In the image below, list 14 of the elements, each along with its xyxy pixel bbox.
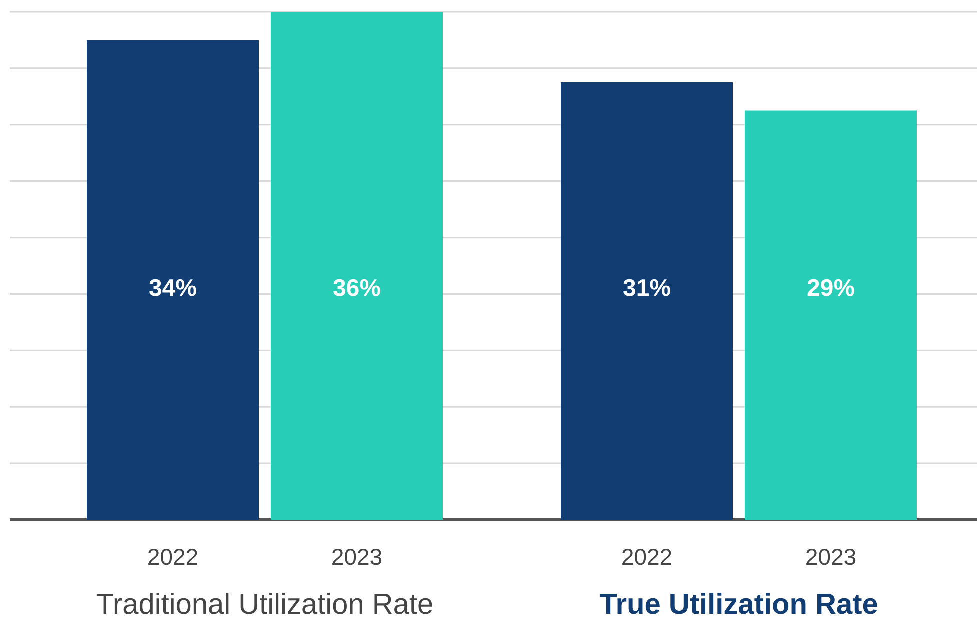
- x-tick-label: Traditional Utilization Rate: [96, 592, 432, 614]
- bar: [561, 82, 734, 520]
- series-label: 2022: [148, 548, 198, 566]
- data-label: 29%: [808, 279, 854, 296]
- x-tick-label: True Utilization Rate: [600, 592, 878, 614]
- text: 2022: [622, 548, 672, 566]
- data-label: 34%: [150, 279, 196, 296]
- bar: [87, 40, 259, 520]
- data-label: 31%: [624, 279, 670, 296]
- bar: [271, 12, 444, 520]
- data-label: 36%: [334, 279, 380, 296]
- text: 2023: [806, 548, 856, 566]
- series-label: 2023: [332, 548, 382, 566]
- bar: [745, 110, 918, 520]
